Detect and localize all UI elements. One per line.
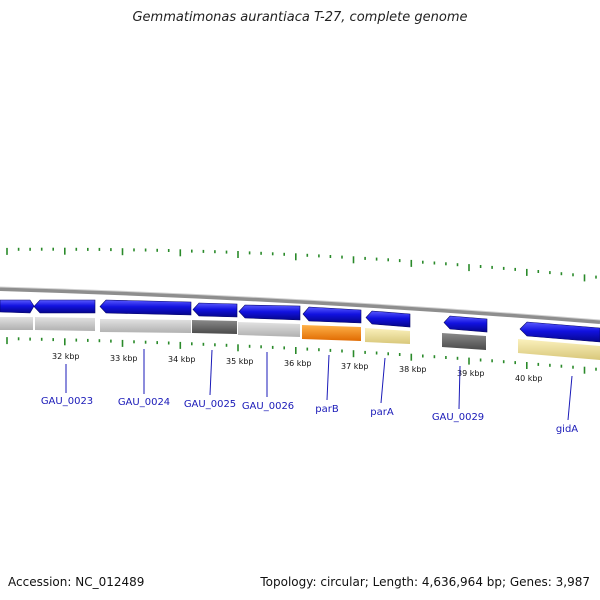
gene-label-parb[interactable]: parB [315,404,339,415]
gene-label-gau-0023[interactable]: GAU_0023 [41,396,93,407]
cds-arrow-gau-0024[interactable] [99,299,192,316]
cds-arrow-gau-0023[interactable] [33,299,96,314]
forward-cds-track [0,299,600,343]
cog-bar-gau-0026[interactable] [238,322,300,337]
map-title: Gemmatimonas aurantiaca T-27, complete g… [132,10,468,25]
kbp-label: 39 kbp [457,369,485,378]
gene-label-leaders [65,349,573,421]
genome-backbone-highlight [0,286,600,321]
cds-arrow-parb[interactable] [302,306,362,324]
gene-label-gau-0025[interactable]: GAU_0025 [184,399,236,410]
kbp-label: 32 kbp [52,352,80,361]
kbp-label: 33 kbp [110,354,138,363]
cog-bar-gau-0029[interactable] [442,333,486,350]
gene-labels: GAU_0023 GAU_0024 GAU_0025 GAU_0026 parB… [41,396,578,435]
kbp-label: 40 kbp [515,374,543,383]
cog-bar-gau-0023[interactable] [35,317,95,331]
cds-arrow-gau-0029[interactable] [443,315,488,333]
leader-line [209,349,213,396]
ruler-ticks-bottom [6,337,597,374]
kbp-label: 37 kbp [341,362,369,371]
gene-label-gau-0024[interactable]: GAU_0024 [118,397,170,408]
leader-line [458,365,461,410]
kbp-label: 35 kbp [226,357,254,366]
cog-bar-gau-0022[interactable] [0,317,33,330]
kbp-label: 34 kbp [168,355,196,364]
topology-info: Topology: circular; Length: 4,636,964 bp… [260,575,590,589]
cog-bar-gau-0025[interactable] [192,320,237,334]
gene-label-para[interactable]: parA [370,407,394,418]
leader-line [326,354,330,401]
kbp-scale-labels: 32 kbp 33 kbp 34 kbp 35 kbp 36 kbp 37 kb… [52,352,543,383]
gene-label-gida[interactable]: gidA [556,424,578,435]
kbp-label: 38 kbp [399,365,427,374]
ruler-ticks-top [6,247,597,282]
cds-arrow-gida[interactable] [519,321,600,343]
cds-arrow-para[interactable] [365,310,411,328]
cds-arrow-gau-0026[interactable] [238,304,301,321]
cog-bar-gida[interactable] [518,339,600,360]
accession-info: Accession: NC_012489 [8,575,145,589]
cog-bar-parb[interactable] [302,325,361,341]
cds-arrow-gau-0022[interactable] [0,299,35,314]
cds-arrow-gau-0025[interactable] [192,302,238,318]
cog-bar-para[interactable] [365,328,410,344]
genome-backbone [0,287,600,324]
leader-line [567,375,573,421]
gene-label-gau-0026[interactable]: GAU_0026 [242,401,294,412]
cog-bar-gau-0024[interactable] [100,319,191,333]
kbp-label: 36 kbp [284,359,312,368]
leader-line [380,357,386,404]
cog-category-track [0,317,600,360]
gene-label-gau-0029[interactable]: GAU_0029 [432,412,484,423]
